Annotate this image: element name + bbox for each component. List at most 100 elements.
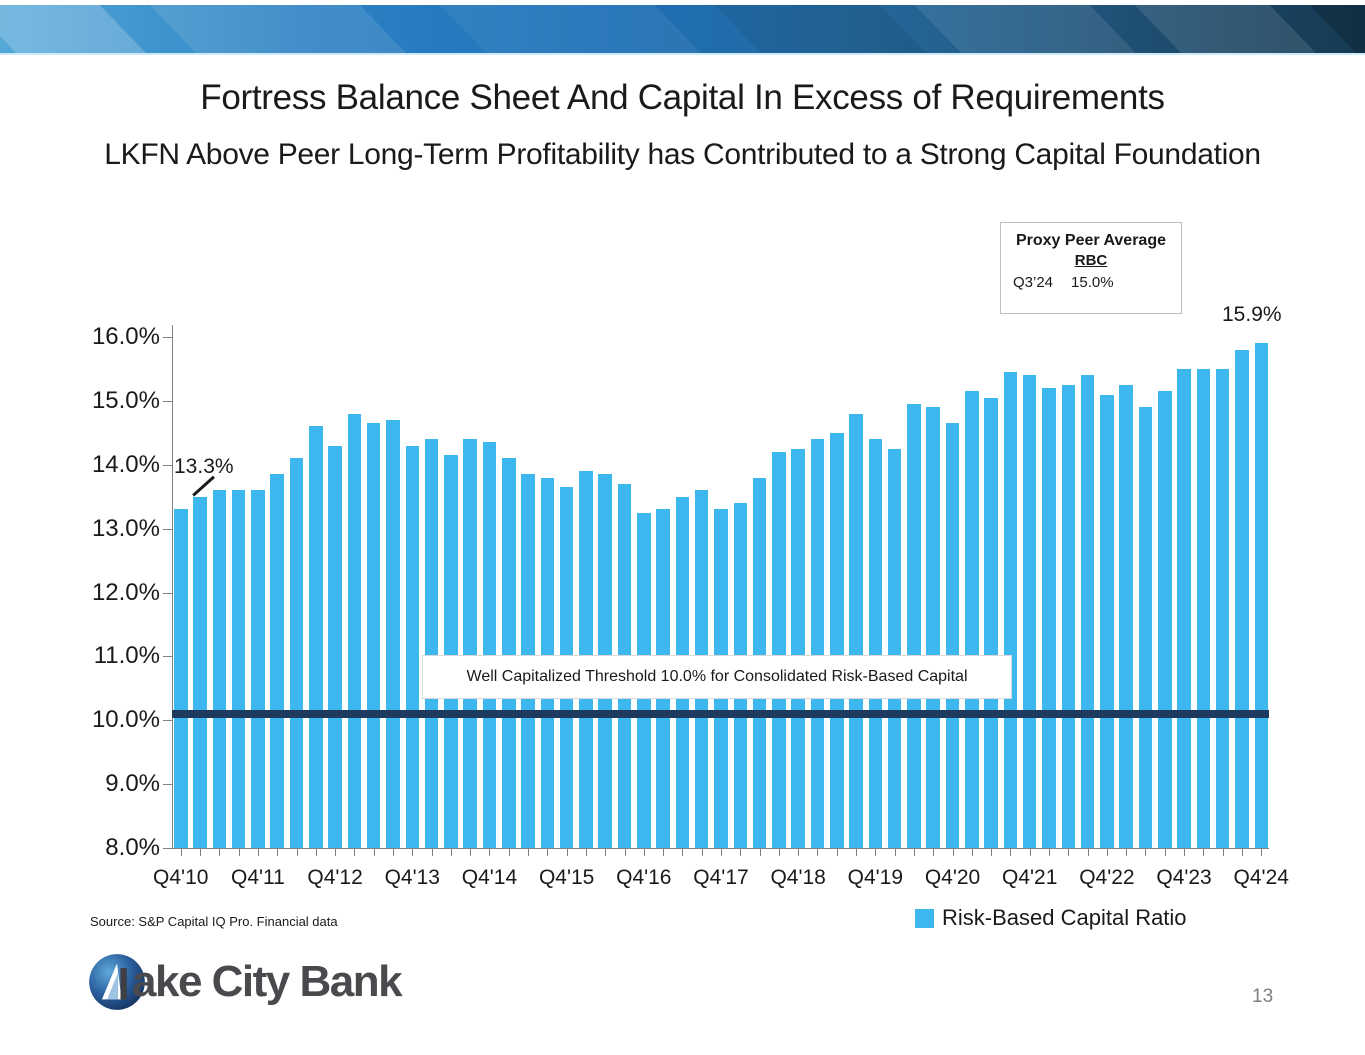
x-axis-line: [172, 848, 1269, 849]
bar-Q3'12: [309, 426, 323, 848]
x-tick: [913, 849, 915, 856]
y-axis-line: [172, 325, 173, 849]
bar-Q3'14: [463, 439, 477, 848]
x-tick: [412, 849, 414, 856]
x-tick: [1184, 849, 1186, 856]
peer-box-row: Q3’24 15.0%: [1001, 274, 1181, 291]
bar-Q4'19: [868, 439, 883, 848]
bar-Q1'22: [1042, 388, 1056, 848]
x-tick: [894, 849, 896, 856]
x-tick: [1087, 849, 1089, 856]
banner-stripe: [140, 5, 418, 53]
x-tick: [1241, 849, 1243, 856]
y-tick: [163, 337, 172, 338]
x-tick: [315, 849, 317, 856]
y-tick: [163, 592, 172, 594]
x-tick: [354, 849, 356, 856]
banner-stripe: [1125, 5, 1328, 53]
x-tick: [257, 849, 259, 856]
x-tick: [740, 849, 742, 856]
bar-Q4'22: [1100, 394, 1114, 848]
x-tick: [450, 849, 452, 856]
x-tick: [200, 849, 202, 856]
x-tick: [605, 849, 607, 856]
y-tick: [163, 848, 172, 849]
bar-Q3'20: [926, 407, 940, 848]
x-axis-label: Q4'19: [847, 866, 904, 889]
x-axis-label: Q4'14: [461, 866, 518, 889]
x-tick: [701, 849, 703, 856]
x-tick: [663, 849, 665, 856]
bar-Q3'13: [386, 420, 400, 848]
x-tick: [1049, 849, 1050, 856]
y-axis-label: 9.0%: [105, 770, 160, 798]
bar-Q1'19: [810, 439, 825, 848]
x-tick: [470, 849, 472, 856]
lake-city-bank-logo-text: ake City Bank: [132, 957, 403, 1006]
bar-Q3'11: [231, 490, 246, 848]
x-axis-label: Q4'12: [307, 866, 363, 889]
bar-Q4'13: [405, 445, 420, 848]
x-tick: [682, 849, 684, 856]
x-tick: [508, 849, 510, 856]
bar-Q4'24: [1254, 343, 1268, 848]
y-axis-label: 14.0%: [91, 450, 160, 478]
bar-Q1'24: [1196, 368, 1211, 848]
bar-Q3'18: [772, 451, 786, 848]
bar-Q3'21: [1003, 372, 1018, 848]
bar-Q4'21: [1022, 375, 1037, 848]
bar-Q1'12: [270, 474, 284, 848]
slide-subtitle: LKFN Above Peer Long-Term Profitability …: [104, 138, 1261, 171]
proxy-peer-average-box: Proxy Peer Average RBC Q3’24 15.0%: [1000, 222, 1182, 314]
x-tick: [373, 849, 375, 856]
y-tick: [163, 528, 172, 530]
x-axis-label: Q4'15: [538, 866, 595, 889]
x-axis-label: Q4'11: [231, 866, 285, 889]
y-axis-label: 12.0%: [91, 578, 160, 606]
y-axis-label: 10.0%: [91, 706, 160, 734]
lake-city-bank-logo: ake City Bank: [88, 951, 403, 1013]
x-tick: [798, 849, 800, 856]
banner-stripe: [0, 5, 158, 53]
x-axis-label: Q4'18: [770, 866, 826, 889]
x-tick: [721, 849, 722, 856]
top-banner: [0, 5, 1365, 55]
bar-Q2'14: [444, 455, 458, 848]
bar-Q2'22: [1061, 384, 1076, 848]
banner-stripe: [705, 5, 938, 53]
lake-city-bank-logo-mark: [89, 954, 145, 1010]
x-axis-label: Q4'13: [384, 866, 440, 889]
x-tick: [1164, 849, 1166, 856]
x-tick: [856, 849, 858, 856]
y-tick: [163, 784, 172, 786]
bar-Q2'24: [1215, 368, 1230, 848]
y-tick: [163, 720, 172, 722]
bar-Q4'18: [791, 448, 805, 848]
source-note: Source: S&P Capital IQ Pro. Financial da…: [90, 914, 338, 929]
x-tick: [392, 849, 394, 856]
y-axis-label: 15.0%: [91, 386, 160, 414]
x-tick: [1222, 849, 1224, 856]
bar-Q1'23: [1119, 384, 1133, 848]
x-axis-label: Q4'24: [1233, 866, 1289, 889]
x-axis-label: Q4'16: [616, 866, 672, 889]
annotation-first-bar: 13.3%: [174, 455, 234, 478]
plot-area: [174, 337, 1268, 848]
x-tick: [1261, 849, 1263, 856]
page-number: 13: [1252, 986, 1274, 1007]
x-tick: [1203, 849, 1205, 856]
x-tick: [1068, 849, 1070, 856]
bar-Q3'23: [1158, 391, 1172, 848]
x-axis-label: Q4'22: [1079, 866, 1135, 889]
y-axis-label: 11.0%: [93, 642, 160, 670]
slide-title: Fortress Balance Sheet And Capital In Ex…: [200, 78, 1165, 117]
y-tick: [163, 464, 172, 466]
legend: Risk-Based Capital Ratio: [915, 905, 1187, 931]
x-tick: [585, 849, 587, 856]
bar-Q4'14: [482, 442, 497, 848]
threshold-line: [172, 709, 1269, 718]
legend-swatch: [915, 908, 934, 928]
bar-Q1'15: [502, 458, 516, 848]
bar-Q2'20: [907, 404, 921, 848]
